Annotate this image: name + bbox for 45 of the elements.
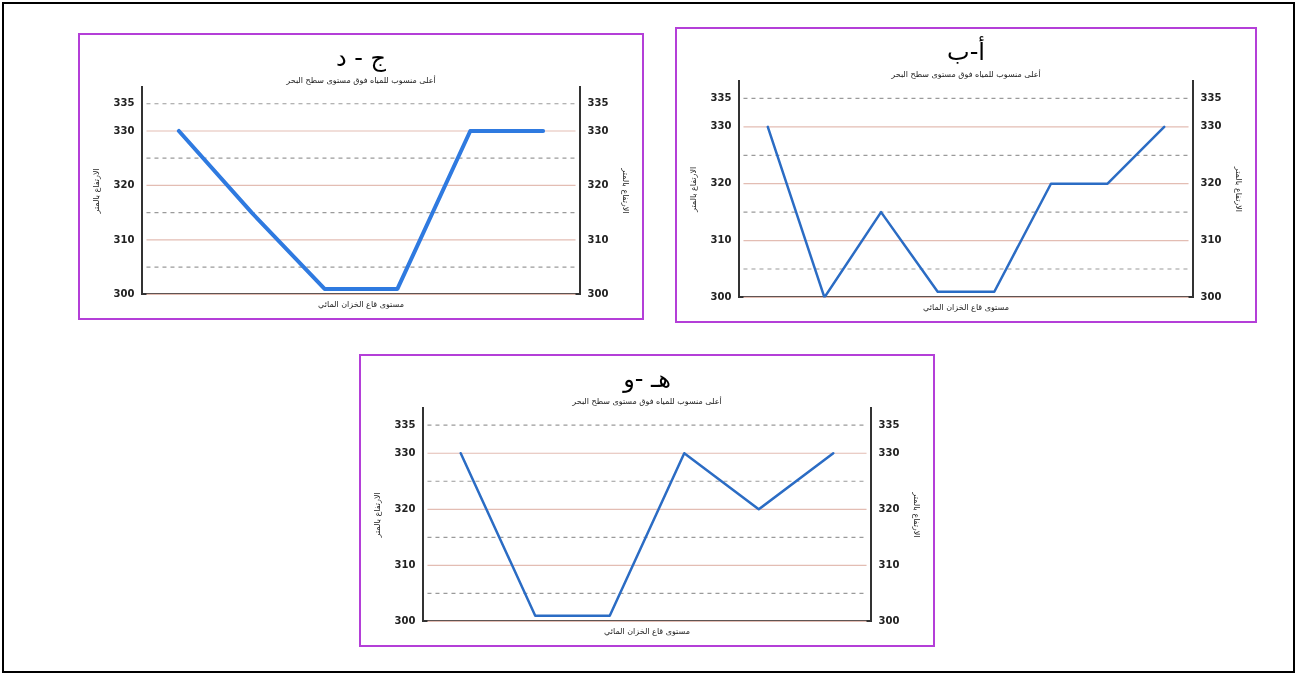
- y-tick-label: 320: [394, 502, 416, 514]
- y2-axis-title: الارتفاع بالمتر: [912, 491, 922, 538]
- y2-tick-label: 320: [878, 502, 900, 514]
- x-axis-title: مستوى قاع الخزان المائي: [923, 303, 1009, 313]
- y2-tick-label: 330: [587, 124, 609, 136]
- y-tick-label: 330: [394, 446, 416, 458]
- chart-title: ج - د: [335, 43, 387, 72]
- chart-title: أ-ب: [947, 35, 985, 66]
- y2-tick-label: 330: [878, 446, 900, 458]
- y2-axis-title: الارتفاع بالمتر: [1234, 165, 1244, 213]
- chart-subtitle: أعلى منسوب للمياه فوق مستوى سطح البحر: [571, 395, 722, 406]
- y-axis-title: الارتفاع بالمتر: [372, 492, 382, 539]
- y-tick-label: 300: [113, 287, 135, 299]
- y-tick-label: 310: [710, 234, 732, 246]
- chart-subtitle: أعلى منسوب للمياه فوق مستوى سطح البحر: [285, 74, 436, 85]
- y2-tick-label: 300: [587, 287, 609, 299]
- y2-tick-label: 310: [1200, 234, 1222, 246]
- y2-tick-label: 300: [1200, 290, 1222, 302]
- y2-tick-label: 310: [587, 233, 609, 245]
- chart-title: هـ -و: [622, 364, 671, 393]
- chart-subtitle: أعلى منسوب للمياه فوق مستوى سطح البحر: [890, 68, 1041, 79]
- y2-tick-label: 335: [878, 418, 900, 430]
- y2-tick-label: 320: [1200, 177, 1222, 189]
- y-tick-label: 310: [394, 558, 416, 570]
- y-tick-label: 335: [113, 97, 135, 109]
- y2-tick-label: 310: [878, 558, 900, 570]
- y2-tick-label: 300: [878, 614, 900, 626]
- x-axis-title: مستوى قاع الخزان المائي: [318, 300, 404, 310]
- y-tick-label: 320: [710, 177, 732, 189]
- y-tick-label: 320: [113, 179, 135, 191]
- y-tick-label: 335: [394, 418, 416, 430]
- y-axis-title: الارتفاع بالمتر: [91, 168, 101, 215]
- y-tick-label: 330: [113, 124, 135, 136]
- y-tick-label: 300: [710, 290, 732, 302]
- y2-tick-label: 335: [1200, 92, 1222, 104]
- y-tick-label: 335: [710, 92, 732, 104]
- y2-tick-label: 330: [1200, 120, 1222, 132]
- y-tick-label: 310: [113, 233, 135, 245]
- x-axis-title: مستوى قاع الخزان المائي: [604, 627, 690, 637]
- y2-tick-label: 335: [587, 97, 609, 109]
- y-axis-title: الارتفاع بالمتر: [688, 166, 698, 214]
- y2-tick-label: 320: [587, 179, 609, 191]
- y-tick-label: 300: [394, 614, 416, 626]
- y2-axis-title: الارتفاع بالمتر: [621, 167, 631, 214]
- y-tick-label: 330: [710, 120, 732, 132]
